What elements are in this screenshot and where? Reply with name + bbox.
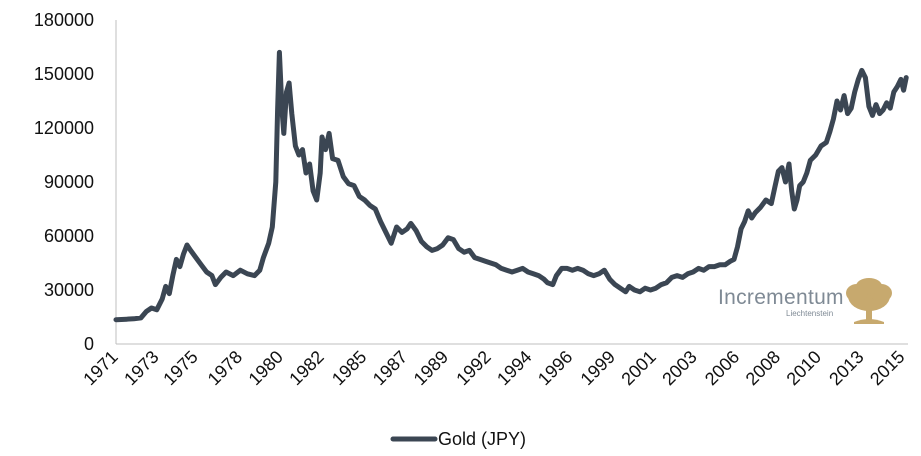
- x-tick-label: 1973: [120, 347, 162, 389]
- x-tick-label: 2015: [866, 347, 908, 389]
- logo-wordmark: Incrementum: [718, 286, 844, 309]
- x-tick-label: 1985: [328, 347, 370, 389]
- x-tick-label: 2008: [742, 347, 784, 389]
- y-tick-label: 0: [84, 334, 94, 354]
- x-tick-label: 2006: [701, 347, 743, 389]
- y-tick-label: 90000: [44, 172, 94, 192]
- x-tick-label: 1996: [534, 347, 576, 389]
- y-tick-label: 60000: [44, 226, 94, 246]
- y-tick-label: 120000: [34, 118, 94, 138]
- x-tick-label: 1978: [204, 347, 246, 389]
- x-tick-label: 1980: [245, 347, 287, 389]
- y-tick-label: 180000: [34, 10, 94, 30]
- x-tick-label: 1992: [452, 347, 494, 389]
- legend: Gold (JPY): [390, 429, 526, 449]
- x-tick-label: 1994: [493, 347, 535, 389]
- tree-icon: [846, 278, 892, 324]
- y-axis-tick-labels: 0 30000 60000 90000 120000 150000 180000: [34, 10, 94, 354]
- y-tick-label: 30000: [44, 280, 94, 300]
- x-tick-label: 1989: [410, 347, 452, 389]
- x-tick-label: 2013: [825, 347, 867, 389]
- series-line-gold-jpy: [113, 49, 909, 323]
- x-tick-label: 1987: [369, 347, 411, 389]
- x-tick-label: 2001: [617, 347, 659, 389]
- x-tick-label: 1999: [577, 347, 619, 389]
- y-tick-label: 150000: [34, 64, 94, 84]
- legend-label: Gold (JPY): [438, 429, 526, 449]
- x-tick-label: 1982: [285, 347, 327, 389]
- x-tick-label: 2010: [783, 347, 825, 389]
- logo-subtitle: Liechtenstein: [786, 309, 833, 318]
- incrementum-logo: Incrementum Liechtenstein: [718, 278, 892, 324]
- x-tick-label: 2003: [658, 347, 700, 389]
- x-tick-label: 1975: [159, 347, 201, 389]
